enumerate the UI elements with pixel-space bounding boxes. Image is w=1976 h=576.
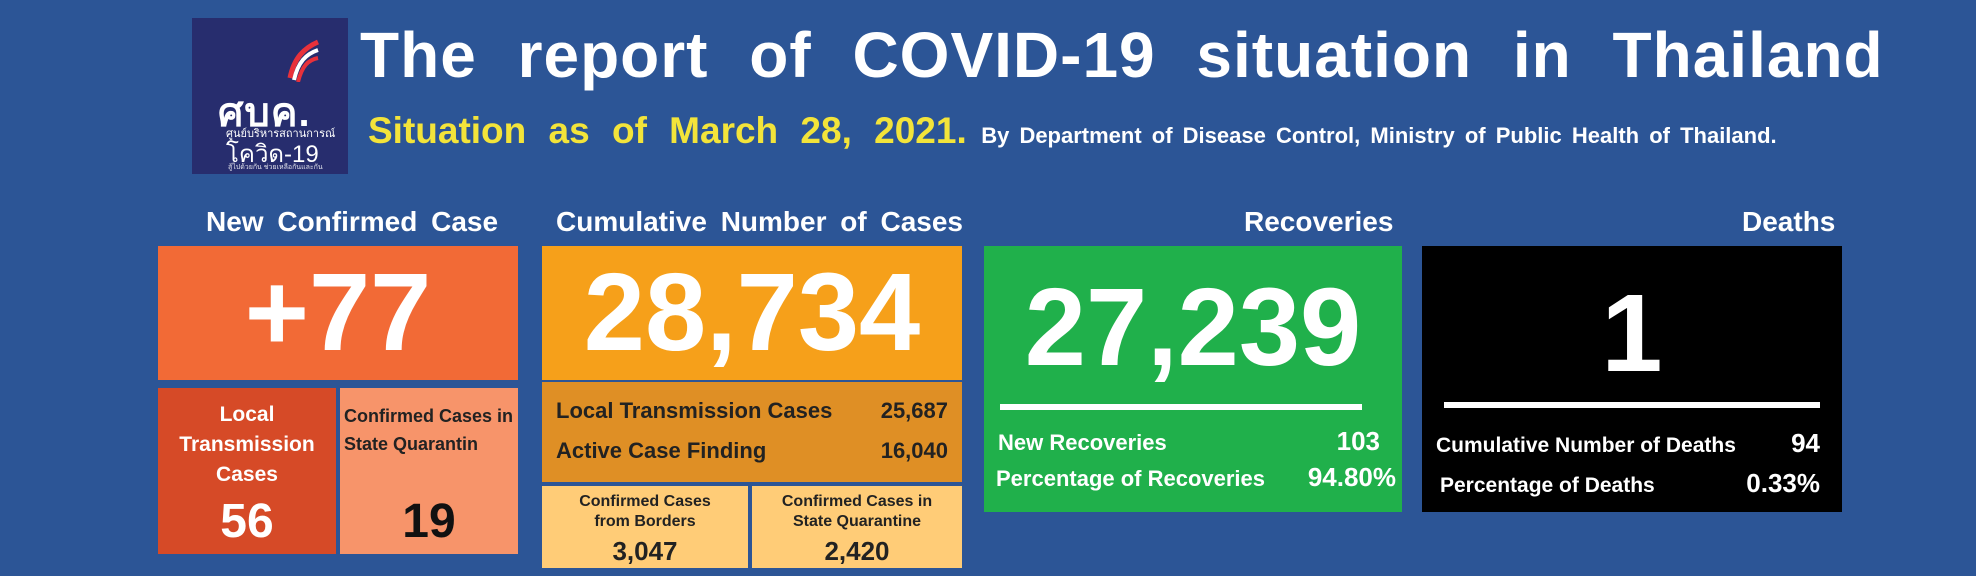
recoveries-pct-label: Percentage of Recoveries bbox=[996, 466, 1266, 491]
cum-quarantine-label: Confirmed Cases in State Quarantine bbox=[781, 493, 933, 530]
state-quarantine-cell: Confirmed Cases in State Quarantin 19 bbox=[340, 388, 518, 554]
deaths-value: 1 bbox=[1601, 272, 1663, 395]
cum-active-value: 16,040 bbox=[880, 438, 948, 463]
state-quarantine-label: Confirmed Cases in State Quarantin bbox=[344, 406, 514, 454]
logo-text-main: ศบค. bbox=[218, 91, 311, 135]
local-transmission-value: 56 bbox=[220, 495, 274, 548]
cumulative-breakdown: Local Transmission Cases 25,687 Active C… bbox=[542, 382, 962, 482]
divider bbox=[1000, 404, 1362, 410]
borders-label: Confirmed Cases from Borders bbox=[579, 493, 711, 530]
logo-tagline: สู้ไปด้วยกัน ช่วยเหลือกันและกัน bbox=[228, 164, 323, 171]
new-recoveries-value: 103 bbox=[1336, 426, 1380, 456]
borders-cell: Confirmed Cases from Borders 3,047 bbox=[542, 486, 748, 568]
subtitle: Situation as of March 28, 2021. By Depar… bbox=[368, 110, 1777, 152]
cumulative-panel: 28,734 bbox=[542, 246, 962, 380]
logo-text-covid: โควิด-19 bbox=[226, 141, 319, 168]
local-transmission-cell: Local Transmission Cases 56 bbox=[158, 388, 336, 554]
deaths-pct-label: Percentage of Deaths bbox=[1440, 474, 1655, 497]
cum-quarantine-value: 2,420 bbox=[824, 536, 890, 566]
situation-date: Situation as of March 28, 2021. bbox=[368, 110, 967, 151]
new-confirmed-panel: +77 bbox=[158, 246, 518, 380]
heading-recoveries: Recoveries bbox=[1244, 206, 1394, 237]
state-quarantine-value: 19 bbox=[402, 495, 456, 548]
deaths-panel: 1 Cumulative Number of Deaths 94 Percent… bbox=[1422, 246, 1842, 512]
cum-local-value: 25,687 bbox=[880, 398, 948, 423]
recoveries-pct-value: 94.80% bbox=[1307, 462, 1396, 492]
logo: ศบค. ศูนย์บริหารสถานการณ์ โควิด-19 สู้ไป… bbox=[192, 18, 348, 174]
cum-local-label: Local Transmission Cases bbox=[556, 398, 833, 423]
source-credit: By Department of Disease Control, Minist… bbox=[981, 123, 1777, 148]
page-title: The report of COVID-19 situation in Thai… bbox=[360, 19, 1884, 91]
cum-deaths-value: 94 bbox=[1791, 428, 1820, 458]
local-transmission-label: Local Transmission Cases bbox=[179, 403, 315, 486]
new-confirmed-value: +77 bbox=[244, 251, 432, 374]
heading-new-confirmed: New Confirmed Case bbox=[206, 206, 499, 237]
recoveries-value: 27,239 bbox=[1024, 266, 1362, 389]
flag-ribbon-icon bbox=[287, 39, 320, 82]
divider bbox=[1444, 402, 1820, 408]
logo-text-sub: ศูนย์บริหารสถานการณ์ bbox=[226, 128, 336, 140]
cum-deaths-label: Cumulative Number of Deaths bbox=[1436, 434, 1736, 457]
cum-active-label: Active Case Finding bbox=[556, 438, 767, 463]
deaths-pct-value: 0.33% bbox=[1746, 468, 1820, 498]
borders-value: 3,047 bbox=[612, 536, 678, 566]
heading-deaths: Deaths bbox=[1742, 206, 1836, 237]
cumulative-value: 28,734 bbox=[583, 251, 921, 374]
new-recoveries-label: New Recoveries bbox=[998, 430, 1167, 455]
cum-quarantine-cell: Confirmed Cases in State Quarantine 2,42… bbox=[752, 486, 962, 568]
recoveries-panel: 27,239 New Recoveries 103 Percentage of … bbox=[984, 246, 1402, 512]
heading-cumulative: Cumulative Number of Cases bbox=[556, 206, 963, 237]
